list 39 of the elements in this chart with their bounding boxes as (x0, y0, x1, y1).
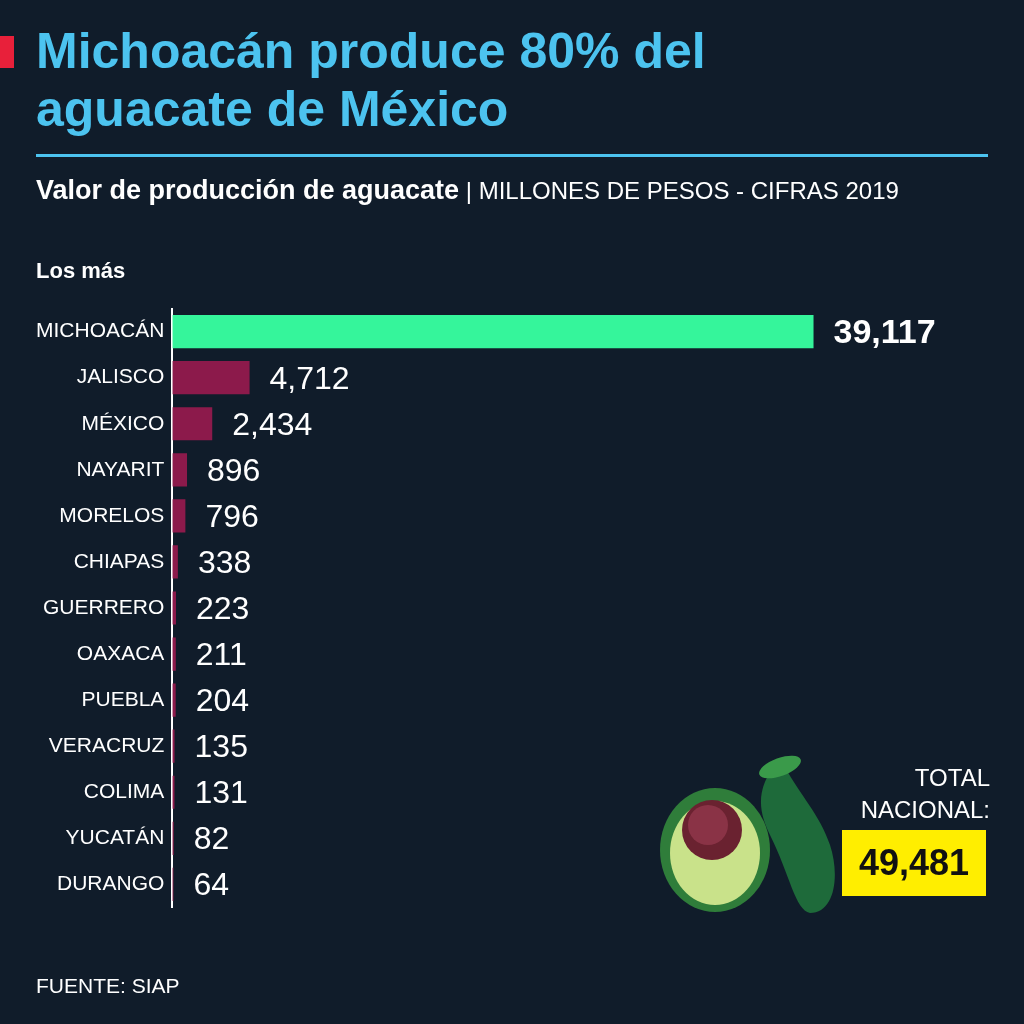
bar (172, 315, 814, 349)
y-tick-label: CHIAPAS (73, 548, 165, 572)
data-label: 131 (194, 774, 248, 811)
data-label: 135 (194, 728, 248, 765)
data-label: 204 (195, 681, 250, 718)
chart-title: Michoacán produce 80% del aguacate de México (36, 22, 707, 138)
data-label: 2,434 (232, 405, 313, 442)
y-tick-label: GUERRERO (42, 594, 165, 618)
y-tick-label: OAXACA (76, 640, 165, 664)
bar (172, 729, 175, 763)
y-tick-label: NAYARIT (76, 456, 165, 480)
text: Los más (36, 258, 126, 284)
y-tick-label: YUCATÁN (65, 825, 165, 849)
y-tick-label: COLIMA (83, 779, 165, 803)
bar (172, 499, 186, 533)
data-label: 338 (197, 543, 252, 580)
y-tick-label: MORELOS (59, 502, 165, 526)
y-tick-label: JALISCO (76, 364, 165, 388)
bar (172, 407, 213, 441)
y-tick-label: VERACRUZ (48, 732, 165, 756)
data-label: 82 (193, 820, 230, 857)
source-note: FUENTE: SIAP (36, 974, 180, 998)
text: TOTAL NACIONAL: (859, 763, 990, 825)
y-tick-label: PUEBLA (81, 686, 165, 710)
data-label: 64 (193, 866, 229, 903)
y-tick-label: DURANGO (56, 871, 165, 895)
data-label: 39,117 (833, 312, 936, 351)
data-label: 4,712 (269, 359, 350, 396)
data-label: 211 (195, 635, 247, 672)
data-label: 796 (205, 497, 259, 534)
bar (172, 453, 188, 487)
data-label: 896 (207, 451, 261, 488)
y-tick-label: MICHOACÁN (35, 318, 165, 342)
bar (172, 545, 178, 579)
y-tick-label: MÉXICO (81, 410, 165, 434)
text: 49,481 (842, 830, 986, 896)
chart-subtitle: Valor de producción de aguacate | MILLONES DE PESOS - CIFRAS 2019 (36, 175, 899, 205)
data-label: 223 (195, 589, 250, 626)
bar (172, 361, 250, 395)
